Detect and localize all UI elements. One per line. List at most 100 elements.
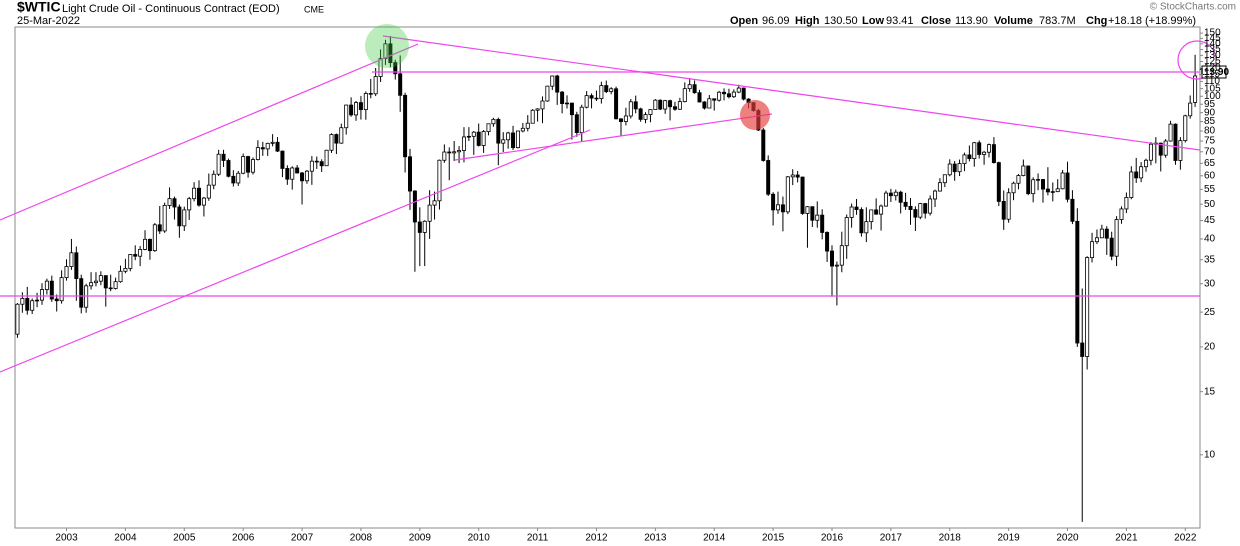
candle-body [1045, 188, 1050, 193]
candle-body [618, 118, 623, 122]
candle-body [982, 151, 987, 155]
candle-body [1178, 140, 1183, 161]
candle-body [20, 298, 25, 305]
x-tick-label: 2012 [585, 533, 608, 544]
highlight-circle [1177, 40, 1217, 80]
candle-body [569, 102, 574, 116]
candle-body [883, 192, 888, 207]
y-tick-label: 100 [1204, 91, 1221, 102]
candle-body [167, 198, 172, 206]
candle-body [1124, 197, 1129, 210]
candle-body [295, 167, 300, 174]
candle-body [1148, 143, 1153, 161]
candle-body [937, 182, 942, 192]
y-tick-label: 95 [1204, 99, 1216, 110]
candle-body [977, 142, 982, 155]
candle-body [172, 198, 177, 208]
candle-body [476, 131, 481, 146]
candle-body [1099, 228, 1104, 239]
candle-body [49, 280, 54, 300]
candle-body [933, 190, 938, 200]
y-tick-label: 55 [1204, 184, 1216, 195]
candle-body [672, 106, 677, 110]
candle-body [967, 154, 972, 160]
y-tick-label: 130 [1204, 50, 1221, 61]
candle-body [133, 254, 138, 257]
candle-body [908, 205, 913, 210]
x-tick-label: 2004 [114, 533, 137, 544]
y-tick-label: 10 [1204, 449, 1216, 460]
candle-body [535, 108, 540, 111]
candle-body [834, 264, 839, 267]
candle-body [1144, 159, 1149, 168]
candle-body [486, 123, 491, 132]
candle-body [103, 275, 108, 289]
candle-body [1134, 171, 1139, 179]
candle-body [707, 98, 712, 109]
copyright: © StockCharts.com [1150, 2, 1236, 13]
candle-body [731, 91, 736, 98]
y-tick-label: 115 [1204, 69, 1220, 80]
candle-body [501, 139, 506, 144]
candle-body [388, 43, 393, 64]
candle-body [304, 170, 309, 182]
y-tick-label: 85 [1204, 116, 1216, 127]
y-tick-label: 75 [1204, 136, 1216, 147]
candle-body [849, 206, 854, 218]
candle-body [874, 209, 879, 215]
annotations [0, 24, 1217, 373]
candle-body [609, 88, 614, 93]
candle-body [589, 95, 594, 99]
candle-body [991, 144, 996, 164]
candle-body [162, 205, 167, 232]
candles [15, 35, 1198, 522]
candle-body [182, 209, 187, 227]
candle-body [810, 206, 815, 221]
candle-body [1158, 142, 1163, 156]
candle-body [1104, 228, 1109, 239]
candle-body [677, 101, 682, 110]
candle-body [928, 198, 933, 214]
candle-body [30, 300, 35, 311]
candle-body [668, 100, 673, 108]
quote-label: Low [862, 15, 884, 27]
candle-body [918, 203, 923, 218]
trendline [454, 113, 773, 161]
y-tick-label: 90 [1204, 107, 1216, 118]
candle-body [442, 151, 447, 161]
candle-body [300, 172, 305, 182]
quote-label: Volume [994, 15, 1033, 27]
candle-body [515, 130, 520, 149]
x-tick-label: 2014 [703, 533, 726, 544]
candle-body [648, 109, 653, 115]
candle-body [98, 275, 103, 282]
candle-body [859, 209, 864, 234]
candle-body [417, 221, 422, 233]
candle-body [1016, 175, 1021, 184]
candle-body [201, 197, 206, 206]
candle-body [427, 204, 432, 222]
y-tick-label: 145 [1204, 33, 1221, 44]
candle-body [59, 277, 64, 302]
candle-body [177, 206, 182, 227]
candle-body [687, 84, 692, 90]
candle-body [1080, 342, 1085, 357]
candle-body [741, 87, 746, 100]
quote-label: Open [730, 15, 758, 27]
candle-body [1114, 219, 1119, 257]
quote-value: +18.18 (+18.99%) [1108, 15, 1196, 27]
candle-body [383, 43, 388, 59]
y-tick-label: 80 [1204, 126, 1216, 137]
candle-body [108, 287, 113, 290]
candle-body [1094, 237, 1099, 243]
candle-body [942, 174, 947, 184]
candle-body [15, 303, 20, 335]
candle-body [663, 100, 668, 110]
y-tick-label: 15 [1204, 386, 1216, 397]
candle-body [334, 134, 339, 144]
candle-body [1090, 241, 1095, 258]
trendline [382, 35, 1201, 151]
x-tick-label: 2018 [939, 533, 962, 544]
candle-body [236, 172, 241, 184]
candle-body [722, 91, 727, 95]
